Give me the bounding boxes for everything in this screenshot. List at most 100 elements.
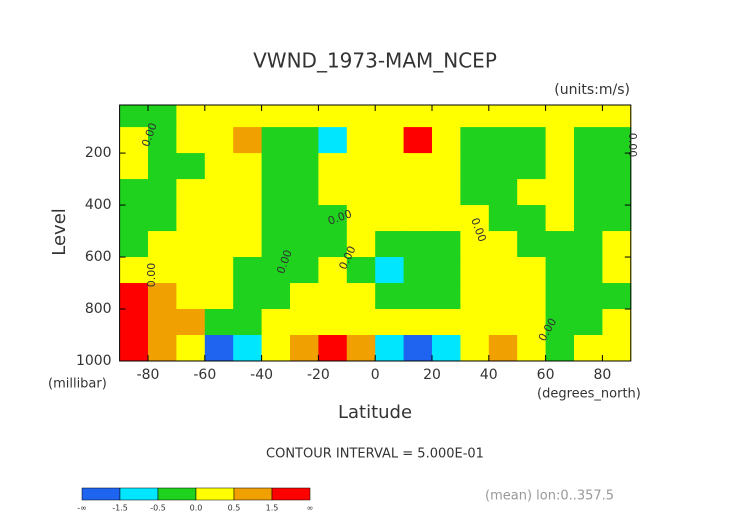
contour-cell	[346, 283, 376, 310]
contour-cell	[375, 205, 405, 232]
contour-cell	[233, 205, 263, 232]
contour-cell	[176, 257, 206, 284]
contour-cell	[176, 179, 206, 206]
contour-cell	[574, 153, 603, 180]
contour-cell	[460, 179, 490, 206]
contour-cell	[318, 179, 348, 206]
contour-cell	[488, 257, 518, 284]
contour-cell	[204, 179, 234, 206]
contour-cell	[545, 231, 575, 258]
contour-cell	[545, 179, 575, 206]
chart-title: VWND_1973-MAM_NCEP	[253, 49, 497, 73]
contour-cell	[574, 257, 603, 284]
contour-cell	[460, 205, 490, 232]
colorbar-box	[233, 487, 273, 501]
contour-cell	[517, 283, 547, 310]
x-tick-label: -40	[250, 367, 273, 383]
x-tick-label: -20	[307, 367, 330, 383]
contour-cell	[261, 153, 291, 180]
contour-cell	[204, 309, 234, 336]
contour-cell	[204, 257, 234, 284]
contour-cell	[488, 179, 518, 206]
contour-cell	[261, 257, 291, 284]
contour-cell	[574, 309, 603, 336]
contour-cell	[517, 231, 547, 258]
contour-cell	[204, 335, 234, 362]
contour-cell	[460, 283, 490, 310]
contour-cell	[204, 205, 234, 232]
contour-cell	[119, 309, 149, 336]
contour-cell	[290, 283, 319, 310]
contour-cell	[432, 335, 461, 362]
x-axis-units: (degrees_north)	[537, 387, 641, 402]
contour-cell	[602, 231, 632, 258]
contour-cell	[176, 309, 206, 336]
contour-cell	[346, 257, 376, 284]
contour-cell	[119, 127, 149, 154]
contour-cell	[233, 257, 263, 284]
y-tick-label: 400	[85, 197, 112, 213]
contour-cell	[545, 153, 575, 180]
contour-cell	[460, 309, 490, 336]
contour-cell	[460, 105, 490, 128]
contour-cell	[318, 309, 348, 336]
contour-cell	[602, 179, 632, 206]
contour-label: 0.00	[145, 263, 158, 288]
x-tick-label: 40	[480, 367, 498, 383]
contour-cell	[460, 127, 490, 154]
contour-cell	[148, 153, 177, 180]
contour-cell	[290, 127, 319, 154]
contour-cell	[375, 283, 405, 310]
contour-cell	[204, 153, 234, 180]
contour-cell	[261, 127, 291, 154]
contour-cell	[517, 153, 547, 180]
contour-cell	[233, 335, 263, 362]
contour-cell	[403, 257, 433, 284]
contour-cell	[432, 231, 461, 258]
contour-cell	[375, 127, 405, 154]
contour-cell	[602, 205, 632, 232]
contour-interval: CONTOUR INTERVAL = 5.000E-01	[266, 447, 484, 462]
x-axis-label: Latitude	[338, 402, 412, 423]
contour-cell	[318, 127, 348, 154]
contour-cell	[517, 127, 547, 154]
contour-cell	[148, 335, 177, 362]
footnote: (mean) lon:0..357.5	[485, 489, 614, 504]
y-tick-label: 200	[85, 145, 112, 161]
x-tick-label: 60	[537, 367, 555, 383]
contour-cell	[602, 335, 632, 362]
x-tick-label: 20	[423, 367, 441, 383]
contour-cell	[432, 283, 461, 310]
colorbar-label: -∞	[77, 504, 87, 513]
contour-cell	[574, 105, 603, 128]
contour-cell	[460, 153, 490, 180]
contour-cell	[318, 335, 348, 362]
contour-cell	[204, 231, 234, 258]
contour-cell	[602, 153, 632, 180]
contour-cell	[261, 205, 291, 232]
contour-cell	[545, 105, 575, 128]
contour-cell	[602, 105, 632, 128]
contour-cell	[318, 205, 348, 232]
contour-cell	[545, 283, 575, 310]
contour-label: 0.00	[626, 133, 639, 158]
contour-cell	[545, 257, 575, 284]
contour-cell	[460, 257, 490, 284]
contour-cell	[176, 105, 206, 128]
colorbar-box	[119, 487, 159, 501]
contour-cell	[290, 231, 319, 258]
contour-cell	[261, 283, 291, 310]
contour-cell	[290, 309, 319, 336]
contour-cell	[176, 153, 206, 180]
contour-cell	[403, 231, 433, 258]
contour-cell	[233, 127, 263, 154]
contour-cell	[375, 335, 405, 362]
contour-cell	[432, 309, 461, 336]
contour-cell	[574, 127, 603, 154]
contour-cell	[346, 335, 376, 362]
colorbar-label: ∞	[307, 504, 314, 513]
contour-cell	[119, 257, 149, 284]
contour-cell	[148, 179, 177, 206]
contour-cell	[346, 179, 376, 206]
colorbar-box	[271, 487, 311, 501]
